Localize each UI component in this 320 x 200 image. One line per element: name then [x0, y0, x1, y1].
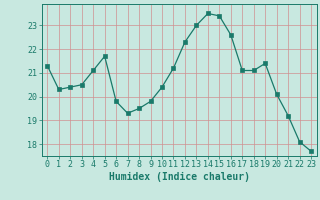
X-axis label: Humidex (Indice chaleur): Humidex (Indice chaleur): [109, 172, 250, 182]
